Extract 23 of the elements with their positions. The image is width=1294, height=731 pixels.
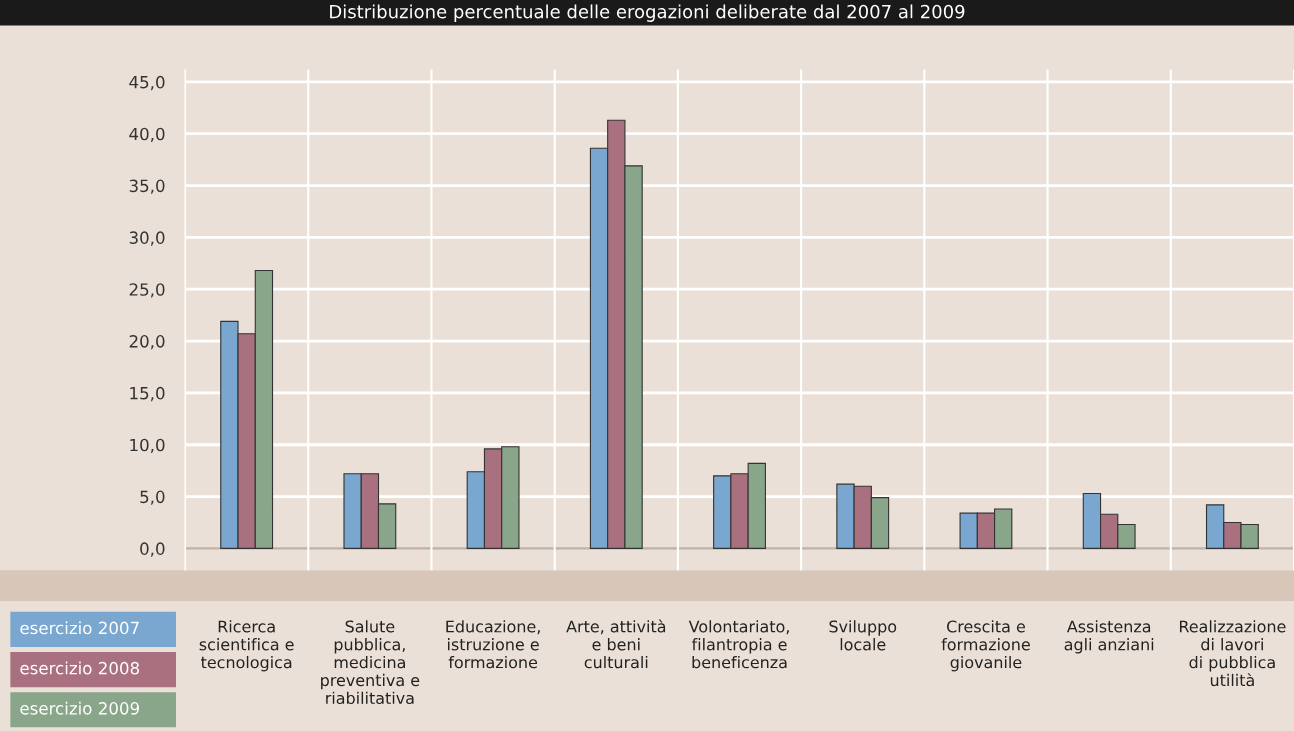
y-tick-label: 20,0 (129, 335, 165, 350)
x-tick-label: Crescita e formazione giovanile (941, 620, 1030, 672)
text: esercizio 2007 (20, 621, 139, 635)
text: esercizio 2009 (20, 701, 139, 715)
text: esercizio 2008 (20, 661, 140, 675)
y-tick-label: 30,0 (129, 231, 165, 246)
x-tick-label: Educazione, istruzione e formazione (446, 620, 540, 669)
y-tick-label: 0,0 (140, 542, 165, 557)
y-tick-label: 25,0 (129, 283, 165, 298)
x-tick-label: Sviluppo locale (829, 620, 897, 651)
y-tick-label: 45,0 (129, 75, 165, 91)
x-tick-label: Salute pubblica, medicina preventiva e riabilitativa (321, 620, 420, 705)
x-tick-label: Assistenza agli anziani (1064, 620, 1154, 654)
x-tick-label: Arte, attività e beni culturali (566, 619, 666, 669)
y-tick-label: 35,0 (129, 179, 165, 194)
x-tick-label: Volontariato, filantropia e beneficenza (688, 620, 789, 669)
x-tick-label: Realizzazione di lavori di pubblica utilità (1179, 620, 1286, 687)
chart-title: Distribuzione percentuale delle erogazioni deliberate dal 2007 al 2009 (330, 4, 965, 22)
y-tick-label: 10,0 (130, 438, 165, 454)
y-tick-label: 15,0 (130, 386, 165, 402)
y-tick-label: 5,0 (140, 490, 165, 505)
y-tick-label: 40,0 (129, 127, 165, 142)
x-tick-label: Ricerca scientifica e tecnologica (199, 620, 294, 672)
